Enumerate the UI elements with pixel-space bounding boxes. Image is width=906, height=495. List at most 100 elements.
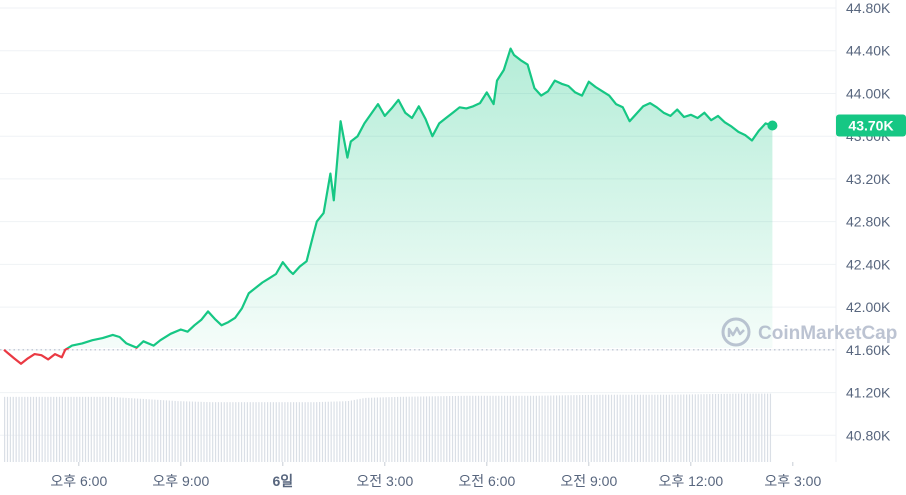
volume-bar xyxy=(382,397,384,462)
volume-bar xyxy=(538,395,540,462)
x-tick-label: 오후 3:00 xyxy=(764,473,821,489)
volume-bar xyxy=(417,396,419,462)
volume-bar xyxy=(353,399,355,462)
volume-bar xyxy=(27,396,29,462)
volume-bar xyxy=(457,395,459,462)
volume-bar xyxy=(275,402,277,462)
volume-bar xyxy=(391,397,393,462)
volume-bar xyxy=(449,396,451,462)
y-tick-label: 44.40K xyxy=(846,43,891,59)
volume-bar xyxy=(35,396,37,462)
x-tick-label: 오전 3:00 xyxy=(356,473,413,489)
volume-bar xyxy=(582,395,584,462)
x-tick-label: 오후 12:00 xyxy=(658,473,723,489)
volume-bar xyxy=(541,395,543,462)
volume-bar xyxy=(547,395,549,462)
volume-bar xyxy=(402,396,405,462)
price-area-fill xyxy=(68,48,773,348)
volume-bar xyxy=(191,401,194,462)
volume-bar xyxy=(697,394,699,462)
current-price-badge: 43.70K xyxy=(767,114,906,137)
coinmarketcap-logo-icon xyxy=(721,317,751,347)
volume-bar xyxy=(313,402,315,462)
volume-bar xyxy=(596,394,598,462)
volume-bar xyxy=(44,396,46,462)
volume-bar xyxy=(238,402,240,462)
volume-bar xyxy=(503,395,506,462)
y-tick-label: 42.00K xyxy=(846,299,891,315)
volume-bar xyxy=(420,396,422,462)
volume-bar xyxy=(394,396,396,462)
volume-bar xyxy=(755,393,757,462)
volume-bar xyxy=(529,395,532,462)
volume-bar xyxy=(723,393,725,462)
volume-bar xyxy=(527,395,529,462)
volume-bar xyxy=(304,402,306,462)
volume-bar xyxy=(376,397,379,462)
volume-bar xyxy=(657,394,659,462)
volume-bar xyxy=(555,395,558,462)
volume-bar xyxy=(602,394,604,462)
volume-bar xyxy=(319,402,321,462)
volume-bar xyxy=(122,397,124,462)
volume-bar xyxy=(197,401,199,462)
volume-bar xyxy=(469,395,471,462)
volume-bar xyxy=(327,401,329,462)
volume-bar xyxy=(428,396,431,462)
volume-bar xyxy=(240,402,243,462)
volume-bar xyxy=(128,398,130,462)
volume-bar xyxy=(108,396,110,462)
y-tick-label: 41.60K xyxy=(846,342,891,358)
volume-bar xyxy=(310,402,312,462)
volume-bar xyxy=(194,401,196,462)
price-line-up xyxy=(66,47,773,348)
volume-bar xyxy=(477,395,480,462)
volume-bar xyxy=(668,394,670,462)
volume-bar xyxy=(752,393,754,462)
volume-bar xyxy=(501,395,503,462)
volume-bar xyxy=(671,394,673,462)
volume-bar xyxy=(142,398,144,462)
volume-bar xyxy=(110,396,113,462)
volume-bar xyxy=(342,401,344,462)
volume-bar xyxy=(738,393,740,462)
volume-bar xyxy=(509,395,511,462)
volume-bar xyxy=(622,394,624,462)
volume-bar xyxy=(506,395,509,462)
volume-bar xyxy=(50,396,52,462)
volume-bar xyxy=(475,395,477,462)
volume-bar xyxy=(47,396,49,462)
volume-bar xyxy=(212,402,214,462)
volume-bar xyxy=(732,393,734,462)
volume-bar xyxy=(746,393,748,462)
volume-bar xyxy=(356,399,358,462)
volume-bar xyxy=(136,398,139,462)
volume-bar xyxy=(437,396,439,462)
volume-bar xyxy=(186,401,188,462)
volume-bar xyxy=(423,396,425,462)
volume-bar xyxy=(634,394,636,462)
y-tick-label: 43.20K xyxy=(846,171,891,187)
volume-bar xyxy=(616,394,618,462)
volume-bar xyxy=(544,395,546,462)
volume-bar xyxy=(12,396,14,462)
x-axis-ticks: 오후 6:00 오후 9:00 6일 오전 3:00 오전 6:00 오전 9:00 오후 … xyxy=(50,462,821,489)
volume-bar xyxy=(359,398,361,462)
volume-bar xyxy=(584,394,587,462)
coinmarketcap-watermark: CoinMarketCap xyxy=(721,317,897,347)
volume-bar xyxy=(154,399,156,462)
volume-bar xyxy=(188,401,191,462)
volume-bar xyxy=(96,396,98,462)
volume-bar xyxy=(339,401,341,462)
volume-bar xyxy=(587,394,589,462)
volume-bar xyxy=(677,394,679,462)
volume-bar xyxy=(425,396,428,462)
volume-bar xyxy=(64,396,66,462)
volume-bar xyxy=(740,393,743,462)
volume-bar xyxy=(217,402,220,462)
volume-bar xyxy=(165,400,168,462)
volume-bar xyxy=(272,402,274,462)
volume-bar xyxy=(639,394,641,462)
volume-bar xyxy=(688,394,691,462)
volume-bar xyxy=(76,396,78,462)
